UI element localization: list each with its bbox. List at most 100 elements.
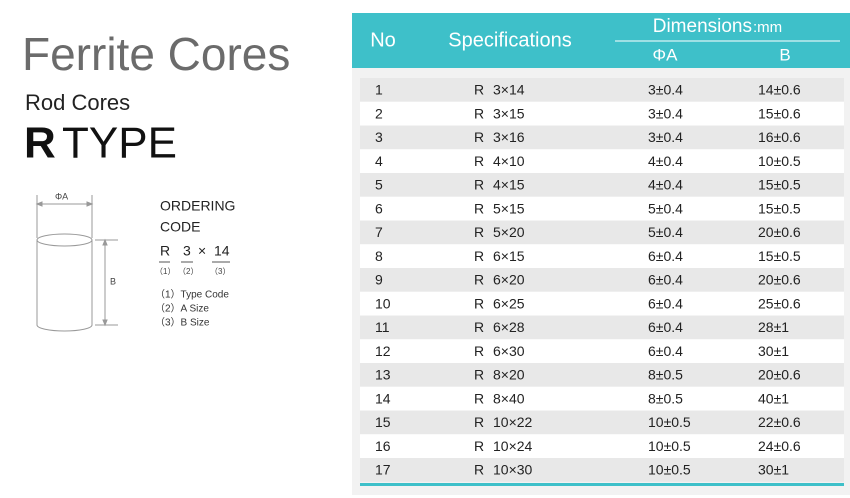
table-cell: R — [474, 272, 484, 288]
table-cell: 5±0.4 — [648, 200, 683, 216]
table-cell: 20±0.6 — [758, 224, 801, 240]
header-unit: :mm — [753, 19, 782, 36]
table-row — [360, 386, 844, 411]
table-row — [360, 78, 844, 102]
table-cell: 10±0.5 — [648, 438, 691, 454]
table-row — [360, 101, 844, 126]
table-cell: R — [474, 248, 484, 264]
table-cell: 8×40 — [493, 390, 525, 406]
table-cell: R — [474, 414, 484, 430]
label-a: ΦA — [55, 191, 68, 201]
header-dimensions: Dimensions — [653, 16, 752, 37]
table-cell: 14 — [375, 390, 391, 406]
table-row — [360, 410, 844, 435]
table-cell: 4×15 — [493, 177, 525, 193]
table-cell: 6±0.4 — [648, 272, 683, 288]
code-part: 3 — [183, 243, 191, 259]
table-row — [360, 363, 844, 387]
header-spec: Specifications — [448, 29, 571, 51]
code-index: （3） — [210, 267, 230, 276]
table-cell: 6×15 — [493, 248, 525, 264]
table-row — [360, 220, 844, 245]
table-cell: 9 — [375, 272, 383, 288]
table-cell: 5×20 — [493, 224, 525, 240]
table-cell: 30±1 — [758, 343, 789, 359]
table-cell: 7 — [375, 224, 383, 240]
table-cell: 15 — [375, 414, 391, 430]
code-part: × — [198, 243, 206, 259]
table-row — [360, 434, 844, 458]
table-cell: 2 — [375, 105, 383, 121]
code-index: （2） — [178, 267, 198, 276]
table-cell: R — [474, 462, 484, 478]
table-row — [360, 458, 844, 482]
table-cell: 3±0.4 — [648, 105, 683, 121]
table-cell: R — [474, 153, 484, 169]
table-cell: R — [474, 224, 484, 240]
label-b: B — [110, 276, 116, 286]
table-cell: 12 — [375, 343, 391, 359]
table-cell: R — [474, 82, 484, 98]
table-cell: 15±0.5 — [758, 200, 801, 216]
table-cell: R — [474, 438, 484, 454]
table-cell: 28±1 — [758, 319, 789, 335]
table-cell: 3×14 — [493, 82, 525, 98]
legend-item: （1）Type Code — [155, 289, 229, 301]
header-b: B — [779, 45, 790, 64]
table-cell: 10±0.5 — [648, 414, 691, 430]
table-cell: R — [474, 343, 484, 359]
table-cell: 24±0.6 — [758, 438, 801, 454]
table-cell: 15±0.6 — [758, 105, 801, 121]
table-cell: 10×22 — [493, 414, 533, 430]
type-letter: R — [24, 119, 56, 168]
ordering-heading: ORDERING — [160, 198, 235, 214]
table-cell: 4±0.4 — [648, 177, 683, 193]
table-cell: R — [474, 177, 484, 193]
header-a: ΦA — [653, 45, 679, 64]
table-cell: 14±0.6 — [758, 82, 801, 98]
code-part: 14 — [214, 243, 230, 259]
table-cell: 3±0.4 — [648, 129, 683, 145]
table-cell: 10±0.5 — [758, 153, 801, 169]
table-row — [360, 339, 844, 363]
ordering-heading: CODE — [160, 219, 200, 235]
table-cell: 10±0.5 — [648, 462, 691, 478]
table-cell: 6×25 — [493, 295, 525, 311]
cylinder-diagram — [35, 195, 118, 332]
table-cell: R — [474, 129, 484, 145]
legend-item: （3）B Size — [155, 317, 210, 329]
table-cell: 4±0.4 — [648, 153, 683, 169]
table-cell: R — [474, 200, 484, 216]
table-cell: 13 — [375, 367, 391, 383]
table-row — [360, 291, 844, 316]
table-row — [360, 244, 844, 268]
table-cell: 8±0.5 — [648, 390, 683, 406]
header-no: No — [370, 29, 396, 51]
table-row — [360, 196, 844, 221]
table-cell: 30±1 — [758, 462, 789, 478]
table-cell: 3×16 — [493, 129, 525, 145]
subtitle: Rod Cores — [25, 90, 130, 115]
table-cell: 4 — [375, 153, 383, 169]
table-cell: 8±0.5 — [648, 367, 683, 383]
table-cell: 6±0.4 — [648, 343, 683, 359]
table-cell: 5±0.4 — [648, 224, 683, 240]
table-cell: 16±0.6 — [758, 129, 801, 145]
table-cell: 40±1 — [758, 390, 789, 406]
table-footer-line — [360, 483, 844, 486]
table-cell: 3×15 — [493, 105, 525, 121]
table-cell: 5 — [375, 177, 383, 193]
table-cell: 10×30 — [493, 462, 533, 478]
table-cell: 20±0.6 — [758, 367, 801, 383]
table-cell: 3 — [375, 129, 383, 145]
table-cell: 10×24 — [493, 438, 533, 454]
table-cell: 8×20 — [493, 367, 525, 383]
table-cell: 17 — [375, 462, 391, 478]
type-word: TYPE — [62, 119, 177, 168]
table-cell: R — [474, 390, 484, 406]
table-cell: 10 — [375, 295, 391, 311]
table-cell: R — [474, 367, 484, 383]
table-cell: 6±0.4 — [648, 295, 683, 311]
title: Ferrite Cores — [22, 28, 290, 80]
code-index: （1） — [155, 267, 175, 276]
